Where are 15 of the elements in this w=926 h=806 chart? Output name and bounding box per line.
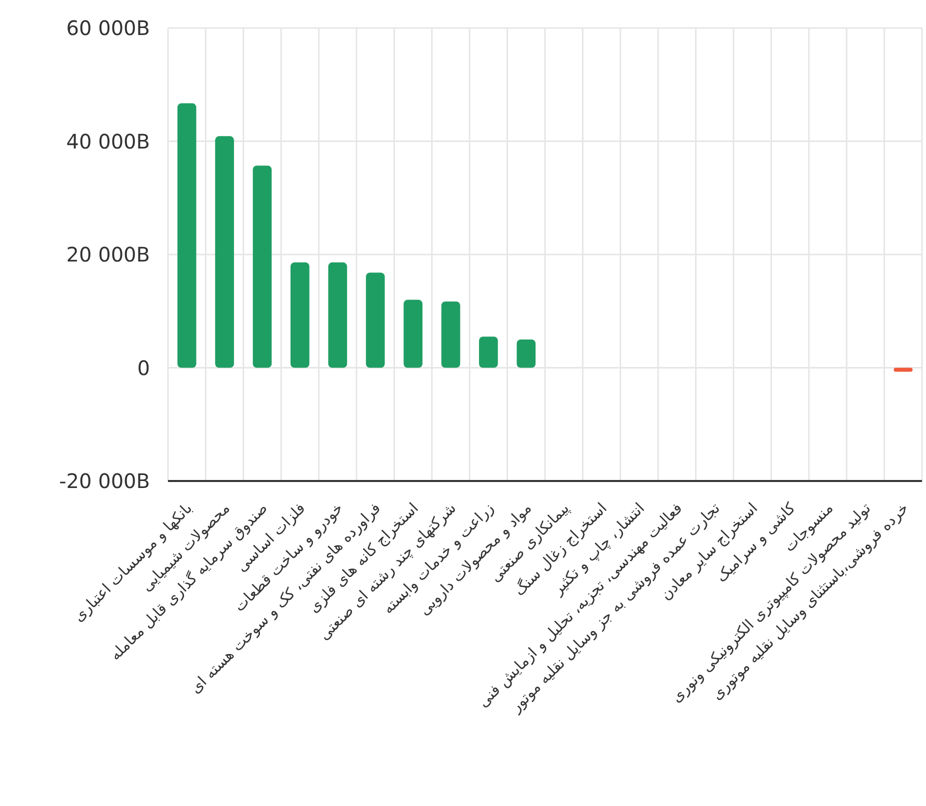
bar [479,336,498,368]
y-tick-label: 60 000B [66,16,150,40]
bar [516,339,536,368]
bar [404,300,422,368]
y-tick-label: -20 000B [59,469,150,493]
bar [328,262,348,368]
bar [366,272,385,368]
y-tick-label: 40 000B [66,129,150,154]
bar [290,262,310,368]
y-tick-label: 20 000B [66,242,150,266]
bar [215,136,234,368]
bar [252,166,272,368]
y-tick-label: 0 [137,356,150,380]
bar [177,103,196,368]
bar [441,302,460,368]
